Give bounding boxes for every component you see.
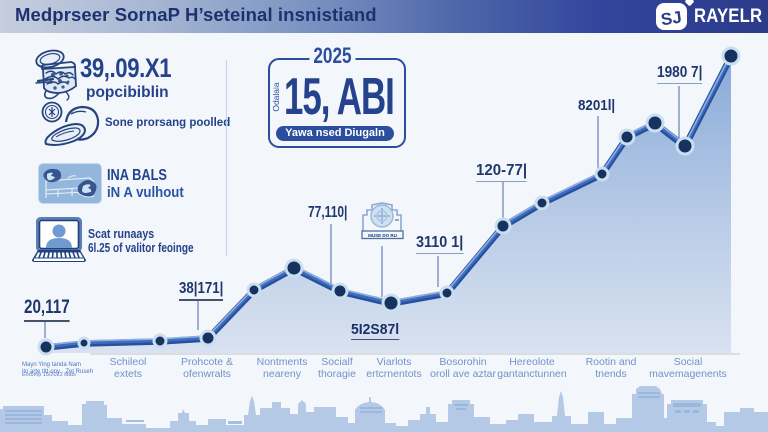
svg-text:SJ: SJ [660, 8, 683, 30]
svg-text:MUSE DO RU: MUSE DO RU [368, 233, 397, 238]
